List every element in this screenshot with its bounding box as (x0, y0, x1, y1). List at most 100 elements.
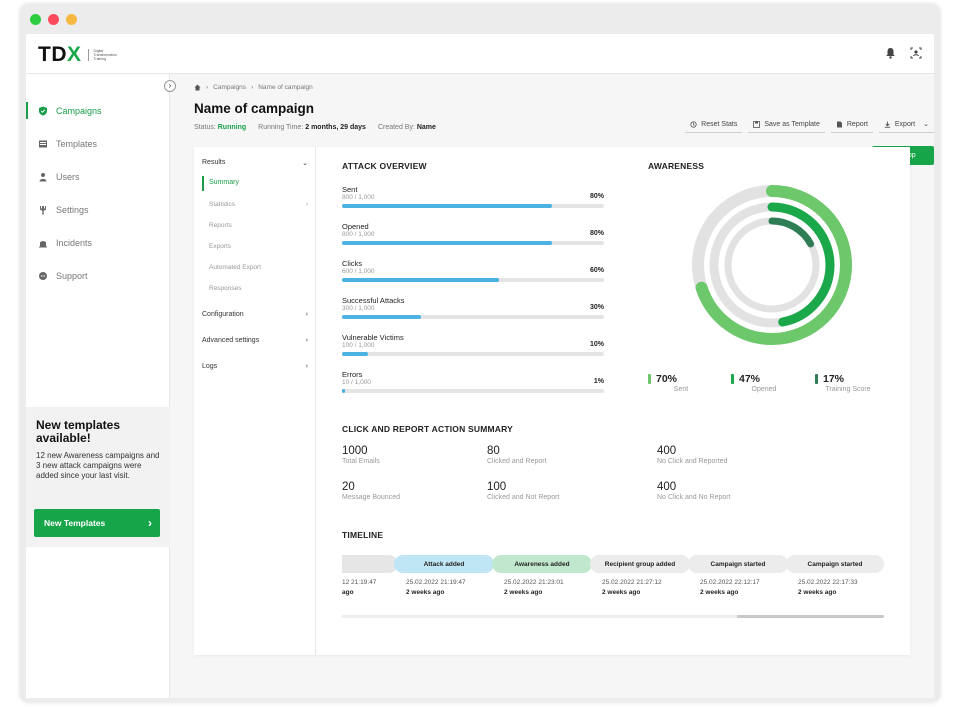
user-scan-icon[interactable] (910, 47, 922, 61)
status-meta: Status: Running (194, 124, 247, 131)
ring-opened (709, 202, 835, 328)
timeline-event[interactable] (342, 555, 398, 573)
summary-item: 400 No Click and Reported (657, 445, 728, 465)
sidebar-item-campaigns[interactable]: Campaigns (26, 94, 170, 127)
awareness-stat-label: Training Score (825, 386, 871, 393)
subnav-responses[interactable]: Responses (209, 285, 242, 292)
subnav-advanced-settings[interactable]: Advanced settings › (202, 337, 308, 344)
sidebar-nav: Campaigns Templates Users Settings Incid… (26, 94, 170, 292)
minimize-dot-icon[interactable] (48, 14, 59, 25)
bell-icon[interactable] (885, 47, 896, 61)
sidebar-item-label: Users (56, 171, 80, 182)
progress-fill (342, 352, 369, 356)
subnav-statistics[interactable]: Statistics › (209, 201, 308, 208)
logo[interactable]: TDX Digital Transformation Training (38, 43, 124, 67)
awareness-title: AWARENESS (648, 161, 705, 171)
logo-subtitle: Digital Transformation Training (87, 49, 124, 61)
awareness-stat-opened: 47% Opened (731, 373, 797, 393)
export-dropdown[interactable]: Export ⌄ (878, 116, 934, 133)
overview-row: Successful Attacks 300 / 1,000 30% (342, 296, 604, 319)
progress-bar (342, 315, 604, 319)
timeline-event[interactable]: Recipient group added (590, 555, 690, 573)
shield-icon (39, 106, 47, 115)
progress-bar (342, 389, 604, 393)
progress-bar (342, 352, 604, 356)
subnav-summary[interactable]: Summary (202, 176, 308, 191)
subnav-reports[interactable]: Reports (209, 222, 232, 229)
template-icon (39, 140, 47, 147)
progress-fill (342, 241, 552, 245)
sidebar-collapse-button[interactable]: › (164, 80, 176, 92)
legend-swatch (648, 374, 651, 384)
subnav-logs[interactable]: Logs › (202, 363, 308, 370)
legend-swatch (731, 374, 734, 384)
attack-overview-title: ATTACK OVERVIEW (342, 161, 427, 171)
progress-bar (342, 278, 604, 282)
campaign-meta: Status: Running Running Time: 2 months, … (194, 124, 436, 131)
timeline-event[interactable]: Attack added (394, 555, 494, 573)
overview-row: Opened 800 / 1,000 80% (342, 222, 604, 245)
overview-percent: 80% (589, 193, 604, 200)
progress-fill (342, 315, 421, 319)
sidebar-item-label: Incidents (56, 237, 93, 248)
report-button[interactable]: Report (830, 116, 873, 133)
timeline-event[interactable]: Awareness added (492, 555, 592, 573)
new-templates-label: New Templates (44, 518, 106, 528)
scrollbar-thumb[interactable] (737, 615, 884, 618)
save-as-template-label: Save as Template (764, 120, 820, 128)
close-dot-icon[interactable] (30, 14, 41, 25)
save-as-template-button[interactable]: Save as Template (748, 116, 825, 133)
runtime-meta: Running Time: 2 months, 29 days (258, 124, 366, 131)
timeline-date: 25.02.2022 22:12:17 (700, 579, 760, 586)
awareness-stat-label: Sent (673, 386, 689, 393)
overview-count: 300 / 1,000 (342, 305, 375, 312)
chevron-right-icon: › (305, 363, 308, 370)
reset-stats-button[interactable]: Reset Stats (685, 116, 743, 133)
breadcrumb-separator: › (206, 84, 209, 91)
ring-training (724, 217, 820, 313)
home-icon[interactable] (194, 84, 201, 91)
timeline-ago: 2 weeks ago (602, 589, 641, 596)
chevron-right-icon: › (305, 311, 308, 318)
subnav-exports[interactable]: Exports (209, 243, 232, 250)
new-templates-button[interactable]: New Templates › (34, 509, 160, 537)
results-panel: Results ⌄ Summary Statistics › Reports Exp… (194, 147, 910, 655)
overview-label: Sent (342, 185, 358, 194)
overview-label: Opened (342, 222, 369, 231)
sidebar-item-templates[interactable]: Templates (26, 127, 170, 160)
timeline-date: 25.02.2022 22:17:33 (798, 579, 858, 586)
chevron-right-icon: › (305, 201, 308, 208)
sidebar-item-settings[interactable]: Settings (26, 193, 170, 226)
sidebar-item-incidents[interactable]: Incidents (26, 226, 170, 259)
promo-card: New templates available! 12 new Awarenes… (26, 407, 170, 547)
overview-count: 100 / 1,000 (342, 342, 375, 349)
export-label: Export (894, 120, 916, 128)
sidebar-item-support[interactable]: Support (26, 259, 170, 292)
subnav-results[interactable]: Results ⌄ (202, 159, 308, 167)
timeline-event[interactable]: Campaign started (786, 555, 884, 573)
subnav-automated-export[interactable]: Automated Export (209, 264, 262, 271)
report-icon (836, 121, 842, 127)
awareness-stat-label: Opened (751, 386, 777, 393)
timeline-scrollbar[interactable] (342, 615, 884, 618)
timeline-ago: 2 weeks ago (406, 589, 445, 596)
sidebar-item-users[interactable]: Users (26, 160, 170, 193)
progress-fill (342, 389, 345, 393)
overview-row: Sent 800 / 1,000 80% (342, 185, 604, 208)
subnav-configuration[interactable]: Configuration › (202, 311, 308, 318)
overview-count: 600 / 1,000 (342, 268, 375, 275)
sidebar-item-label: Support (56, 270, 88, 281)
breadcrumb-item[interactable]: Campaigns (213, 84, 247, 91)
ring-sent (692, 185, 852, 345)
action-toolbar: Reset Stats Save as Template Report Expo… (685, 116, 934, 133)
chat-icon (39, 271, 47, 280)
maximize-dot-icon[interactable] (66, 14, 77, 25)
overview-label: Clicks (342, 259, 362, 268)
window-controls (30, 14, 77, 25)
summary-item: 1000 Total Emails (342, 445, 380, 465)
timeline-track: Attack added Awareness added Recipient g… (342, 555, 884, 573)
timeline-event[interactable]: Campaign started (688, 555, 788, 573)
incidents-icon (39, 240, 47, 247)
sidebar: Campaigns Templates Users Settings Incid… (26, 74, 170, 698)
logo-text: TDX (38, 43, 82, 66)
